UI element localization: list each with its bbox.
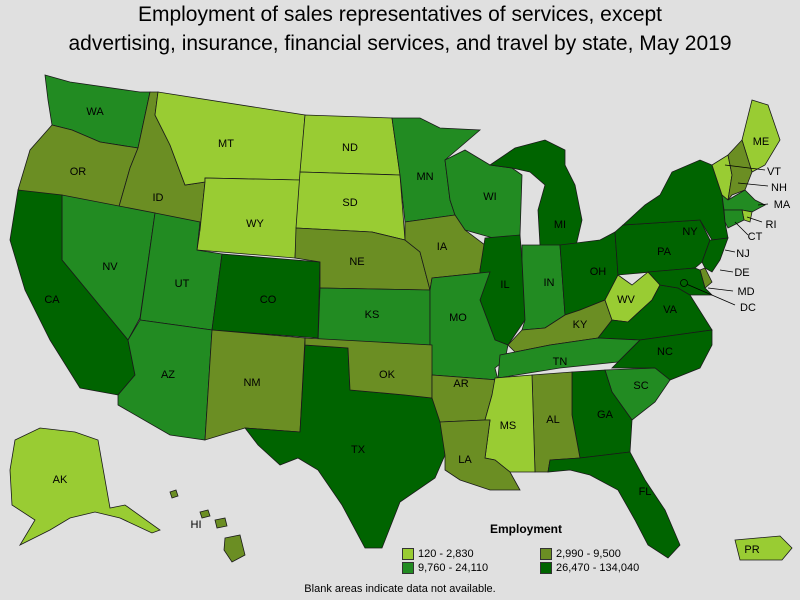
legend-item-4: 26,470 - 134,040	[540, 562, 639, 574]
label-dc: DC	[740, 302, 756, 314]
state-labels: WA OR ID MT WY ND SD MN WI MI NV CA UT C…	[44, 106, 791, 556]
legend-title: Employment	[490, 522, 563, 536]
legend-label-3: 9,760 - 24,110	[418, 562, 489, 574]
legend: Employment 120 - 2,830 2,990 - 9,500 9,7…	[400, 520, 700, 580]
dc-marker-group	[680, 164, 769, 306]
legend-item-1: 120 - 2,830	[402, 548, 474, 560]
label-ny: NY	[682, 226, 698, 238]
label-ma: MA	[774, 199, 791, 211]
legend-swatch-2	[540, 548, 552, 560]
state-ok[interactable]	[304, 337, 433, 399]
state-ak[interactable]	[9, 427, 161, 546]
label-ar: AR	[453, 378, 468, 390]
legend-item-3: 9,760 - 24,110	[402, 562, 488, 574]
label-mt: MT	[218, 138, 234, 150]
label-nh: NH	[771, 182, 787, 194]
label-nd: ND	[342, 142, 358, 154]
state-ct[interactable]	[723, 209, 745, 229]
label-nm: NM	[243, 377, 260, 389]
label-in: IN	[544, 277, 555, 289]
label-ct: CT	[748, 231, 763, 243]
label-ks: KS	[365, 309, 380, 321]
label-ga: GA	[597, 409, 614, 421]
label-pr: PR	[744, 544, 759, 556]
legend-swatch-1	[402, 548, 414, 560]
label-id: ID	[153, 192, 164, 204]
map-title: Employment of sales representatives of s…	[0, 0, 800, 58]
state-nc[interactable]	[611, 329, 713, 381]
state-fl[interactable]	[547, 451, 681, 559]
legend-item-2: 2,990 - 9,500	[540, 548, 621, 560]
state-nj[interactable]	[701, 237, 729, 273]
label-pa: PA	[657, 246, 672, 258]
label-oh: OH	[590, 266, 607, 278]
label-wa: WA	[86, 106, 104, 118]
legend-swatch-3	[402, 562, 414, 574]
label-la: LA	[458, 454, 472, 466]
legend-label-1: 120 - 2,830	[418, 548, 474, 560]
state-pr[interactable]	[734, 535, 793, 561]
label-il: IL	[500, 279, 509, 291]
label-al: AL	[546, 414, 559, 426]
label-wy: WY	[246, 218, 264, 230]
label-ia: IA	[437, 241, 448, 253]
data-note: Blank areas indicate data not available.	[304, 583, 496, 595]
label-mn: MN	[416, 171, 433, 183]
legend-swatch-4	[540, 562, 552, 574]
label-va: VA	[663, 304, 678, 316]
legend-label-4: 26,470 - 134,040	[556, 562, 640, 574]
label-wv: WV	[617, 294, 635, 306]
label-or: OR	[70, 166, 87, 178]
label-ne: NE	[349, 256, 364, 268]
state-dc[interactable]	[680, 279, 688, 287]
label-ut: UT	[175, 278, 190, 290]
label-nj: NJ	[736, 248, 749, 260]
label-mi: MI	[554, 219, 566, 231]
state-nh[interactable]	[727, 139, 753, 202]
label-sd: SD	[342, 197, 357, 209]
label-nc: NC	[657, 346, 673, 358]
label-ak: AK	[53, 474, 68, 486]
label-co: CO	[260, 294, 277, 306]
state-hi[interactable]	[169, 489, 246, 563]
title-line-1: Employment of sales representatives of s…	[137, 3, 663, 26]
label-vt: VT	[767, 166, 781, 178]
label-ca: CA	[44, 294, 60, 306]
state-la[interactable]	[439, 419, 521, 491]
label-tn: TN	[553, 356, 568, 368]
label-hi: HI	[191, 519, 202, 531]
label-nv: NV	[102, 261, 118, 273]
label-mo: MO	[449, 312, 467, 324]
label-md: MD	[737, 286, 754, 298]
title-line-2: advertising, insurance, financial servic…	[68, 32, 732, 55]
label-me: ME	[753, 136, 770, 148]
label-de: DE	[734, 267, 749, 279]
label-sc: SC	[633, 380, 648, 392]
label-az: AZ	[161, 369, 175, 381]
label-ok: OK	[379, 369, 396, 381]
label-tx: TX	[351, 444, 366, 456]
label-fl: FL	[639, 486, 652, 498]
label-ms: MS	[500, 420, 517, 432]
label-wi: WI	[483, 191, 496, 203]
label-ky: KY	[573, 319, 588, 331]
legend-label-2: 2,990 - 9,500	[556, 548, 621, 560]
label-ri: RI	[766, 219, 777, 231]
